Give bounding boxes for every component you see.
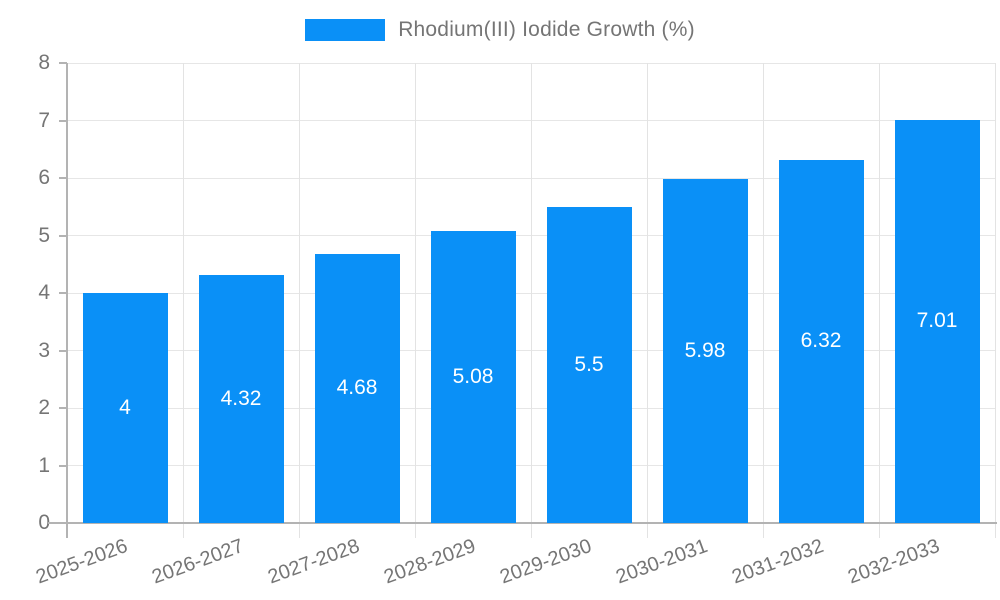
- x-axis-tick-label: 2030-2031: [613, 535, 711, 589]
- chart-legend[interactable]: Rhodium(III) Iodide Growth (%): [0, 18, 1000, 42]
- bar-value-label: 4.32: [220, 386, 262, 410]
- y-tick-mark: [59, 119, 67, 122]
- x-axis-tick-label: 2031-2032: [729, 535, 827, 589]
- x-gridline: [646, 63, 648, 538]
- bar-value-label: 4: [119, 396, 131, 419]
- x-axis-tick-label: 2026-2027: [149, 535, 247, 589]
- bar-value-label: 5.08: [452, 364, 494, 388]
- y-tick-mark: [59, 349, 67, 352]
- bar[interactable]: [198, 274, 284, 523]
- x-axis-tick-label: 2028-2029: [381, 535, 479, 589]
- bar-value-label: 7.01: [916, 309, 958, 333]
- legend-label[interactable]: Rhodium(III) Iodide Growth (%): [398, 18, 695, 41]
- y-axis-tick-label: 8: [38, 51, 50, 74]
- bar[interactable]: [546, 206, 632, 523]
- y-axis-tick-label: 4: [38, 281, 50, 304]
- bar-value-label: 5.98: [684, 339, 726, 363]
- y-axis-tick-label: 3: [38, 338, 50, 362]
- y-tick-mark: [59, 464, 67, 467]
- bar-value-label: 6.32: [800, 329, 842, 353]
- bar[interactable]: [894, 119, 980, 523]
- y-axis-tick-label: 6: [38, 166, 50, 189]
- x-axis-line: [48, 522, 997, 524]
- x-gridline: [530, 63, 532, 538]
- x-gridline: [182, 63, 184, 538]
- y-axis-line: [66, 63, 68, 538]
- y-tick-mark: [59, 177, 67, 179]
- bar[interactable]: [430, 230, 516, 523]
- x-gridline: [878, 63, 880, 538]
- bar-value-label: 4.68: [336, 376, 378, 400]
- y-tick-mark: [59, 62, 67, 64]
- x-gridline: [298, 63, 300, 538]
- y-axis-tick-label: 0: [38, 511, 50, 534]
- legend-swatch[interactable]: [305, 19, 386, 41]
- bar[interactable]: [778, 159, 864, 523]
- y-tick-mark: [59, 292, 67, 294]
- bar[interactable]: [662, 179, 748, 523]
- y-tick-mark: [59, 407, 67, 409]
- y-axis-tick-label: 2: [38, 396, 50, 419]
- y-axis-tick-label: 1: [38, 453, 50, 477]
- bar-value-label: 5.5: [574, 352, 604, 376]
- bar[interactable]: [82, 293, 168, 523]
- x-axis-tick-label: 2032-2033: [845, 535, 943, 589]
- y-axis-tick-label: 7: [38, 108, 50, 132]
- y-axis-tick-label: 5: [38, 223, 50, 247]
- x-gridline: [994, 63, 996, 538]
- x-gridline: [414, 63, 416, 538]
- x-gridline: [762, 63, 764, 538]
- x-axis-tick-label: 2025-2026: [33, 535, 131, 589]
- y-tick-mark: [59, 234, 67, 237]
- x-axis-tick-label: 2027-2028: [265, 535, 363, 589]
- bar[interactable]: [314, 253, 400, 523]
- x-axis-tick-label: 2029-2030: [497, 535, 595, 589]
